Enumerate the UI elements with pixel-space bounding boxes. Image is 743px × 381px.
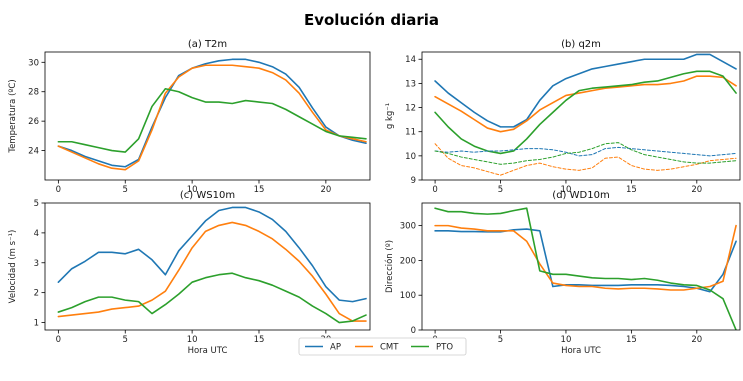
panel-title: (b) q2m (561, 39, 601, 50)
x-tick-label: 15 (254, 185, 265, 195)
y-axis-label: Dirección (º) (384, 240, 395, 293)
plot-frame (44, 202, 371, 331)
panel-title: (c) WS10m (180, 190, 235, 201)
panel-q2m: (b) q2m 0 5 10 15 20 9 10 11 12 13 14 g kg⁻¹ (385, 39, 741, 195)
x-tick-label: 5 (498, 335, 503, 345)
figure-title: Evolución diaria (304, 11, 439, 29)
legend-box (298, 337, 467, 356)
panel-wd10m: (d) WD10m051015200100200300Dirección (º)… (384, 190, 741, 356)
plot-frame (44, 51, 371, 181)
y-tick-label: 11 (405, 128, 416, 138)
x-tick-label: 20 (691, 335, 702, 345)
y-tick-label: 28 (28, 88, 39, 98)
y-tick-label: 2 (34, 289, 39, 299)
x-tick-label: 0 (432, 185, 437, 195)
series-line-cmt (434, 75, 737, 133)
series-group (434, 207, 737, 330)
series-line-dashed-2ca02c (434, 142, 737, 165)
x-tick-label: 20 (320, 185, 331, 195)
series-line-cmt (434, 224, 737, 291)
y-axis-label: Temperatura (ºC) (8, 79, 18, 153)
x-tick-label: 0 (56, 335, 61, 345)
y-tick-label: 3 (34, 259, 39, 269)
panel-title: (a) T2m (188, 39, 227, 50)
series-line-ap (57, 206, 367, 303)
x-tick-label: 10 (561, 185, 572, 195)
x-tick-label: 5 (123, 335, 128, 345)
series-line-cmt (57, 64, 367, 171)
panel-t2m: (a) T2m 0 5 10 15 20 24 26 28 30 Temperatura (ºC) (8, 39, 371, 195)
x-tick-label: 20 (691, 185, 702, 195)
y-axis-label: Velocidad (m s⁻¹) (8, 230, 18, 304)
series-line-ap (434, 53, 737, 128)
x-tick-label: 15 (254, 335, 265, 345)
y-axis-label: g kg⁻¹ (385, 103, 395, 129)
y-tick-label: 14 (405, 55, 416, 65)
series-line-pto (57, 87, 367, 153)
series-group (434, 53, 737, 176)
y-tick-label: 200 (400, 256, 416, 266)
plot-frame (421, 51, 741, 181)
y-tick-label: 300 (400, 222, 416, 232)
series-line-pto (434, 70, 737, 155)
series-line-ap (57, 58, 367, 168)
x-axis-label: Hora UTC (188, 346, 228, 356)
series-line-pto (57, 272, 367, 324)
panel-ws10m: (c) WS10m0510152012345Velocidad (m s⁻¹)H… (8, 190, 371, 356)
x-tick-label: 10 (561, 335, 572, 345)
series-line-pto (434, 207, 737, 330)
series-line-ap (434, 228, 737, 293)
y-tick-label: 24 (28, 147, 39, 157)
legend-label-pto: PTO (436, 343, 453, 353)
x-tick-label: 10 (187, 185, 198, 195)
x-tick-label: 10 (187, 335, 198, 345)
x-tick-label: 15 (626, 185, 637, 195)
y-tick-label: 0 (411, 326, 416, 336)
y-tick-label: 30 (28, 58, 39, 68)
x-tick-label: 0 (56, 185, 61, 195)
x-tick-label: 5 (123, 185, 128, 195)
series-line-dashed-ff7f0e (434, 143, 737, 176)
series-line-cmt (57, 221, 367, 322)
y-tick-label: 5 (34, 199, 39, 209)
y-tick-label: 13 (405, 79, 416, 89)
x-tick-label: 5 (498, 185, 503, 195)
y-tick-label: 100 (400, 291, 416, 301)
plot-frame (421, 202, 741, 331)
x-tick-label: 15 (626, 335, 637, 345)
y-tick-label: 10 (405, 152, 416, 162)
y-tick-label: 1 (34, 319, 39, 329)
legend: AP CMT PTO (298, 337, 467, 356)
y-tick-label: 26 (28, 117, 39, 127)
series-line-dashed-1f77b4 (434, 146, 737, 157)
legend-label-ap: AP (330, 343, 341, 353)
series-group (57, 58, 367, 171)
legend-label-cmt: CMT (380, 343, 399, 353)
y-tick-label: 9 (411, 176, 416, 186)
x-axis-label: Hora UTC (561, 346, 601, 356)
series-group (57, 206, 367, 324)
y-tick-label: 4 (34, 229, 39, 239)
y-tick-label: 12 (405, 104, 416, 114)
panel-title: (d) WD10m (552, 190, 609, 201)
